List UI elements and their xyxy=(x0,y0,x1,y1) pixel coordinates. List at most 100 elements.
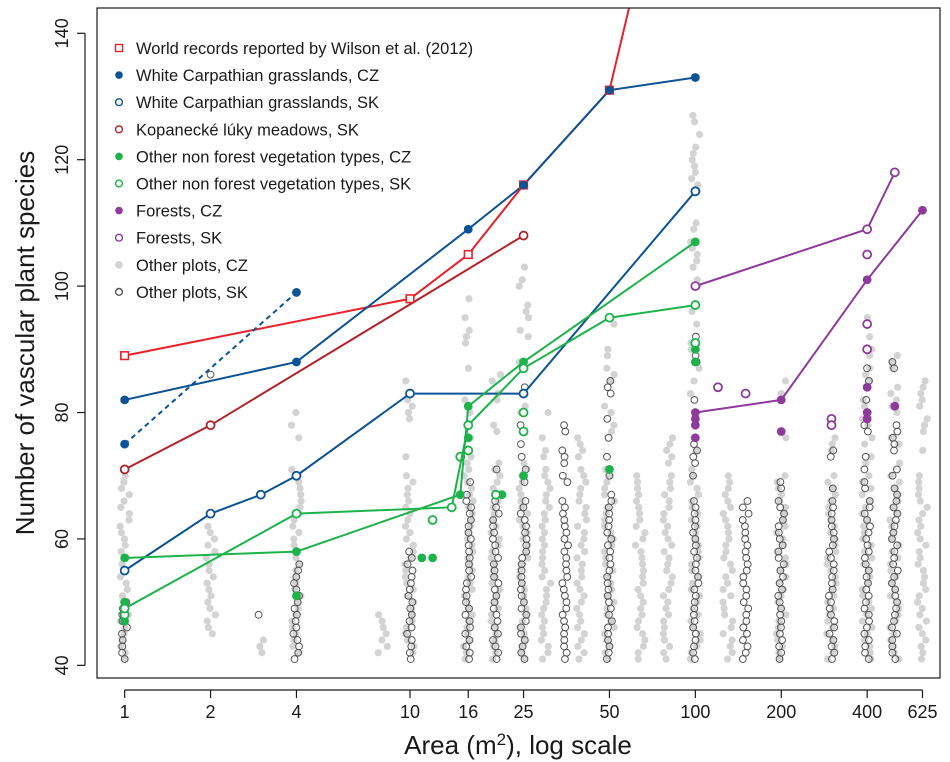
other-plots-cz-point xyxy=(690,225,698,233)
legend-label: Forests, SK xyxy=(136,230,222,248)
other-plots-cz-point xyxy=(719,598,727,606)
other-plots-cz-point xyxy=(121,541,129,549)
other-plots-cz-point xyxy=(288,465,296,474)
other-plots-cz-point xyxy=(688,579,697,587)
other-plots-sk-point xyxy=(864,636,873,644)
other-plots-cz-point xyxy=(692,219,700,227)
other-plots-sk-point xyxy=(691,629,700,638)
other-plots-sk-point xyxy=(828,497,837,505)
other-plots-cz-point xyxy=(726,560,735,568)
other-plots-cz-point xyxy=(863,630,871,638)
other-plots-cz-point xyxy=(580,535,588,543)
other-plots-cz-point xyxy=(635,491,643,499)
other-plots-cz-point xyxy=(686,389,694,398)
series-line xyxy=(123,291,298,445)
other-plots-sk-point xyxy=(120,655,129,663)
other-plots-sk-point xyxy=(521,497,530,505)
other-plots-cz-point xyxy=(522,307,530,315)
legend-marker xyxy=(114,125,124,134)
other-plots-sk-point xyxy=(607,535,616,543)
other-plots-cz-point xyxy=(633,623,641,632)
other-plots-sk-point xyxy=(558,579,567,588)
y-tick-label: 80 xyxy=(52,403,72,423)
series-point xyxy=(463,401,473,411)
other-plots-sk-point xyxy=(892,421,901,430)
other-plots-sk-point xyxy=(466,478,475,486)
other-plots-cz-point xyxy=(601,491,609,499)
series-point xyxy=(862,275,872,285)
other-plots-cz-point xyxy=(515,516,524,524)
legend-entry: White Carpathian grasslands, CZ xyxy=(115,67,379,85)
other-plots-cz-point xyxy=(660,547,668,556)
other-plots-cz-point xyxy=(204,598,212,606)
legend-marker xyxy=(114,43,124,53)
other-plots-cz-point xyxy=(660,636,669,644)
other-plots-cz-point xyxy=(886,623,894,632)
x-tick-label: 10 xyxy=(400,702,420,722)
other-plots-sk-point xyxy=(774,547,783,556)
other-plots-cz-point xyxy=(404,408,412,417)
other-plots-cz-point xyxy=(207,592,215,600)
other-plots-sk-point xyxy=(739,598,748,607)
other-plots-cz-point xyxy=(601,484,609,492)
other-plots-cz-point xyxy=(690,118,699,126)
other-plots-cz-point xyxy=(696,130,704,139)
other-plots-cz-point xyxy=(492,649,500,657)
other-plots-sk-point xyxy=(465,648,474,657)
other-plots-cz-point xyxy=(604,345,612,353)
other-plots-cz-point xyxy=(521,655,529,663)
y-axis-title: Number of vascular plant species xyxy=(10,151,40,535)
other-plots-cz-point xyxy=(639,642,647,650)
other-plots-cz-point xyxy=(211,611,220,619)
other-plots-cz-point xyxy=(917,655,926,663)
other-plots-cz-point xyxy=(923,503,931,511)
other-plots-sk-point xyxy=(560,642,568,651)
other-plots-cz-point xyxy=(919,510,927,518)
other-plots-sk-point xyxy=(864,566,873,575)
other-plots-cz-point xyxy=(401,573,409,581)
other-plots-cz-point xyxy=(117,547,125,556)
other-plots-cz-point xyxy=(666,484,675,492)
highlight-point xyxy=(491,489,501,500)
other-plots-cz-point xyxy=(688,175,696,183)
other-plots-cz-point xyxy=(295,434,303,442)
highlight-point xyxy=(862,249,873,260)
other-plots-cz-point xyxy=(637,604,645,613)
other-plots-cz-point xyxy=(488,655,497,663)
other-plots-cz-point xyxy=(544,408,552,417)
other-plots-cz-point xyxy=(632,522,640,530)
other-plots-cz-point xyxy=(639,598,647,606)
other-plots-cz-point xyxy=(827,516,835,524)
other-plots-cz-point xyxy=(573,554,581,562)
other-plots-cz-point xyxy=(541,446,550,455)
highlight-point xyxy=(740,388,751,399)
other-plots-cz-point xyxy=(725,535,733,543)
other-plots-cz-point xyxy=(779,510,788,518)
other-plots-cz-point xyxy=(259,636,267,644)
other-plots-sk-point xyxy=(562,604,571,613)
highlight-point xyxy=(605,465,614,474)
other-plots-cz-point xyxy=(465,295,473,303)
other-plots-cz-point xyxy=(664,611,673,619)
other-plots-cz-point xyxy=(374,649,382,657)
x-tick-label: 1 xyxy=(120,702,130,722)
other-plots-sk-point xyxy=(860,604,869,613)
other-plots-cz-point xyxy=(464,364,472,372)
other-plots-cz-point xyxy=(466,491,474,499)
other-plots-sk-point xyxy=(774,522,783,531)
other-plots-cz-point xyxy=(116,522,124,530)
highlight-point xyxy=(862,382,872,392)
other-plots-cz-point xyxy=(635,503,643,511)
other-plots-cz-point xyxy=(523,510,532,518)
other-plots-sk-point xyxy=(861,642,870,651)
other-plots-cz-point xyxy=(292,408,300,417)
other-plots-cz-point xyxy=(408,402,416,410)
other-plots-cz-point xyxy=(516,326,524,334)
other-plots-cz-point xyxy=(461,655,469,663)
x-tick-label: 2 xyxy=(206,702,216,722)
other-plots-cz-point xyxy=(775,617,783,625)
other-plots-sk-point xyxy=(779,572,787,581)
other-plots-cz-point xyxy=(409,541,418,549)
other-plots-cz-point xyxy=(824,617,832,625)
other-plots-cz-point xyxy=(664,535,672,543)
